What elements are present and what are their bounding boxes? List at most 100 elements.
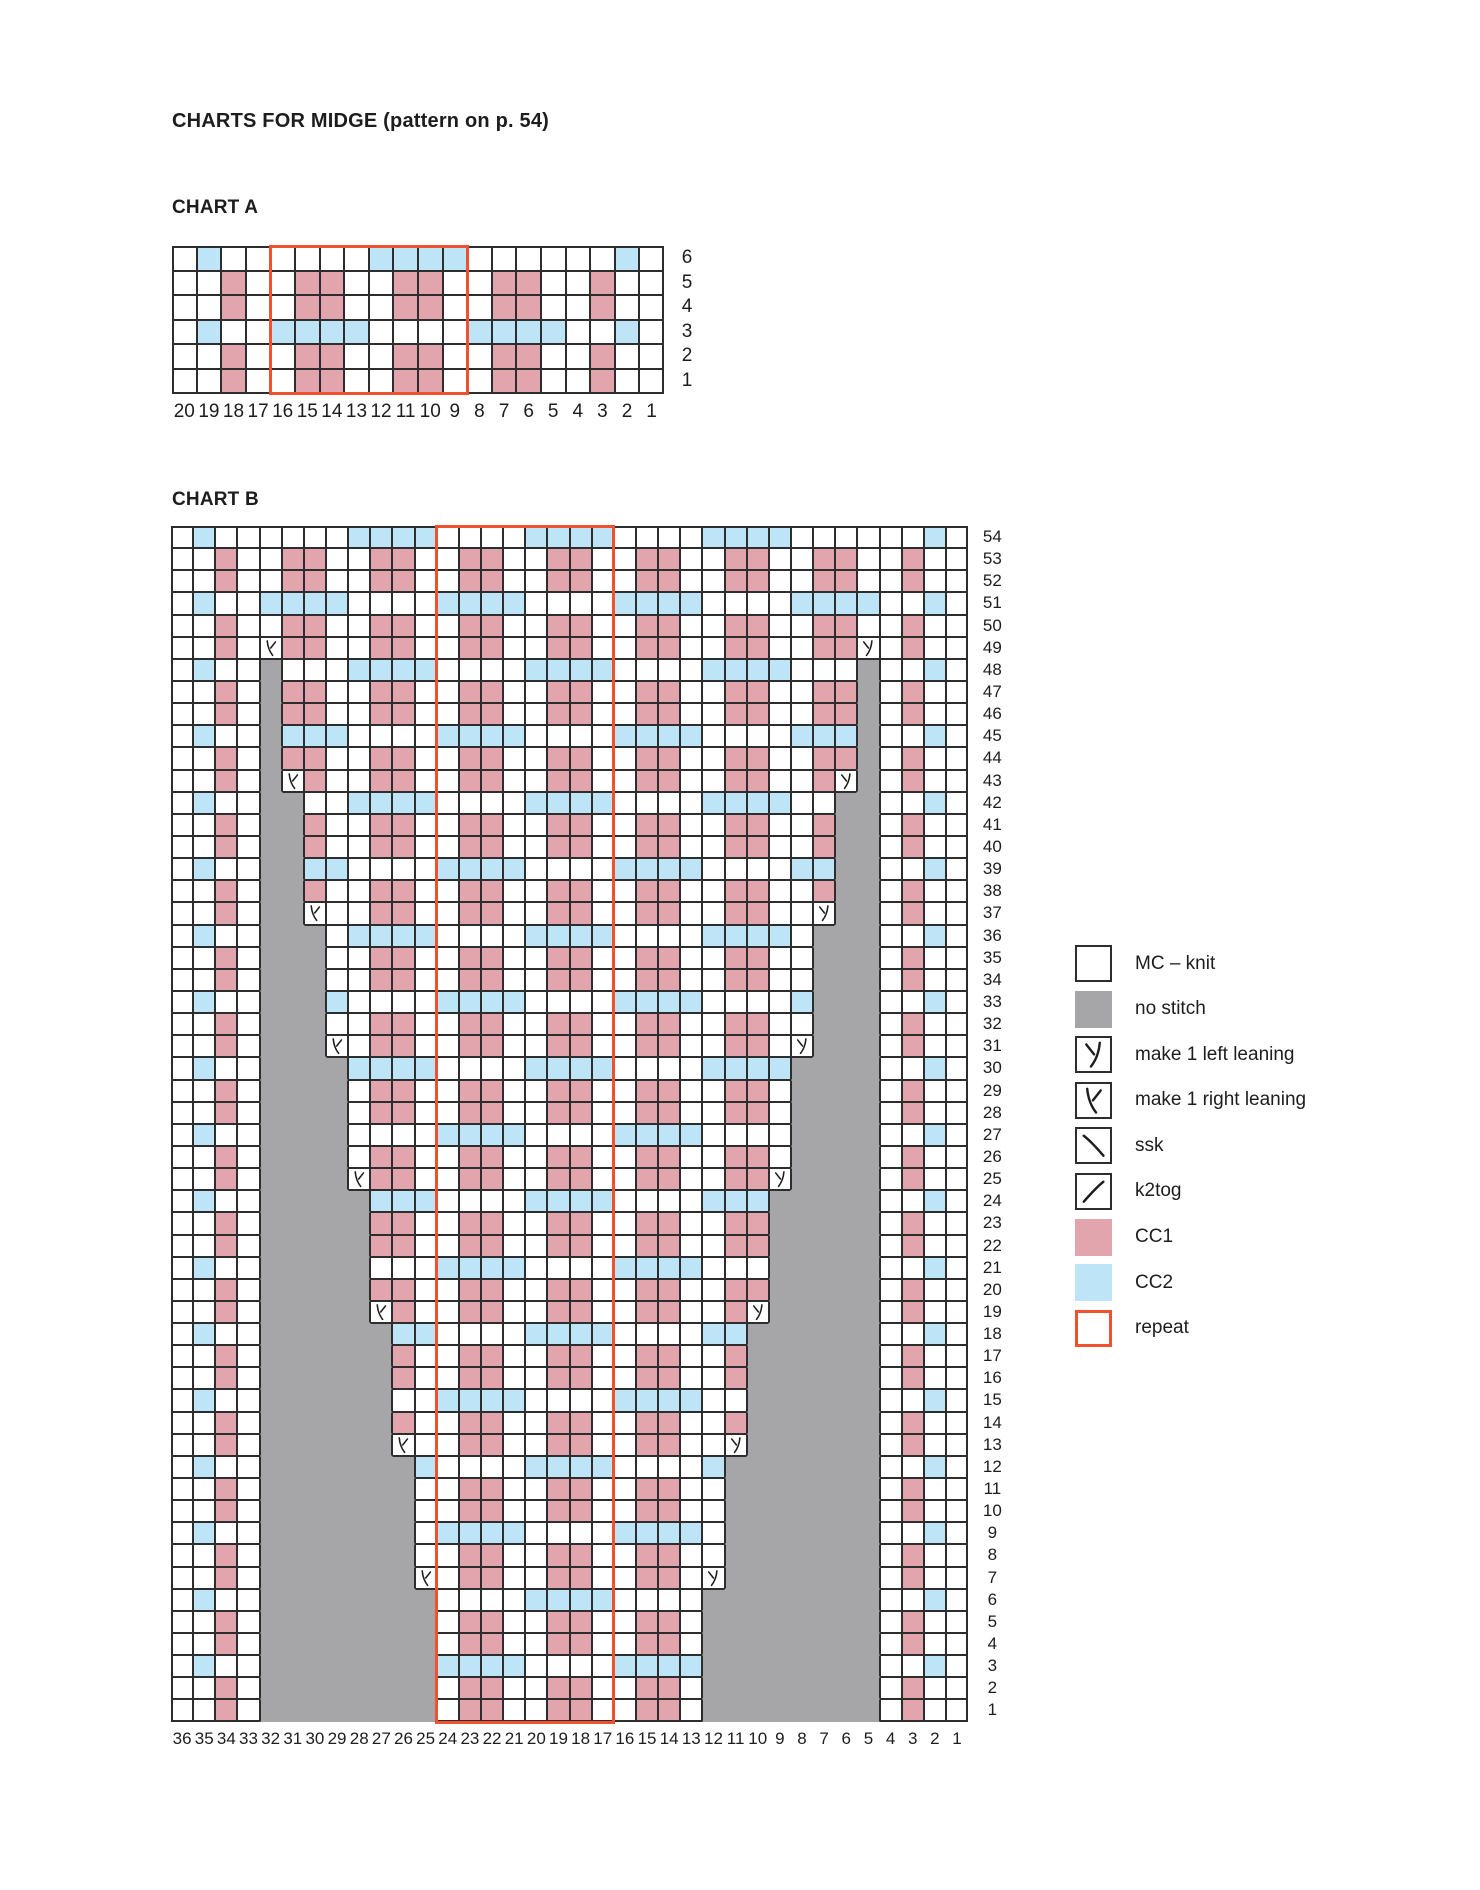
mc-cell (768, 769, 791, 792)
no-stitch-cell (857, 1699, 880, 1722)
mc-cell (467, 344, 492, 369)
cc2-cell (193, 526, 216, 549)
cc1-cell (547, 614, 570, 637)
mc-cell (414, 769, 437, 792)
no-stitch-cell (370, 1478, 393, 1501)
mc-cell (702, 813, 725, 836)
cc1-cell (547, 1699, 570, 1722)
no-stitch-cell (303, 1013, 326, 1036)
mc-cell (193, 1677, 216, 1700)
no-stitch-cell (259, 658, 282, 681)
mc-cell (613, 1500, 636, 1523)
mc-cell (658, 1455, 681, 1479)
mc-cell (237, 1300, 260, 1324)
no-stitch-cell (857, 1588, 880, 1611)
no-stitch-cell (790, 1588, 814, 1611)
chart-a-column-numbers: 20 19 18 17 16 15 14 13 12 11 10 9 8 7 6 5 4 3 2 1 (172, 401, 664, 423)
cc2-cell (613, 1123, 636, 1146)
no-stitch-cell (325, 1234, 349, 1257)
column-number: 5 (863, 1729, 874, 1749)
no-stitch-cell (835, 791, 858, 814)
column-number: 14 (321, 400, 343, 422)
mc-cell (813, 791, 836, 814)
mc-cell (923, 1035, 946, 1058)
cc1-cell (303, 747, 326, 770)
mc-cell (702, 1168, 725, 1191)
no-stitch-cell (348, 1478, 371, 1501)
m1r-swatch (1075, 1081, 1112, 1119)
no-stitch-cell (259, 946, 282, 969)
no-stitch-cell (857, 1345, 880, 1368)
column-number: 15 (296, 400, 318, 422)
mc-cell (613, 1079, 636, 1102)
mc-cell (680, 1013, 703, 1036)
cc1-cell (392, 835, 415, 859)
cc1-cell (724, 703, 747, 726)
mc-cell (658, 1190, 681, 1213)
mc-cell (879, 1522, 902, 1545)
mc-cell (525, 1278, 548, 1301)
mc-cell (746, 1123, 769, 1146)
mc-cell (171, 1079, 194, 1102)
no-stitch-cell (348, 1522, 371, 1545)
column-number: 12 (370, 400, 392, 422)
cc1-cell (635, 1544, 659, 1567)
no-stitch-cell (857, 1057, 880, 1080)
m1l-icon (863, 639, 874, 656)
cc1-cell (724, 946, 747, 969)
mc-cell (879, 680, 902, 704)
mc-cell (945, 1677, 969, 1700)
cc2-cell (348, 526, 371, 549)
mc-cell (525, 1013, 548, 1036)
m1r-icon (376, 1304, 387, 1321)
cc1-cell (658, 1500, 681, 1523)
column-number: 18 (222, 400, 245, 422)
mc-cell (215, 1323, 238, 1346)
cc1-cell (901, 1544, 924, 1567)
no-stitch-cell (835, 1212, 858, 1235)
cc2-cell (658, 725, 681, 748)
mc-cell (879, 880, 902, 903)
cc1-cell (746, 1145, 769, 1169)
row-number: 42 (982, 792, 1002, 812)
no-stitch-cell (392, 1633, 415, 1656)
mc-cell (171, 703, 194, 726)
column-number: 23 (460, 1729, 480, 1749)
legend-label: ssk (1135, 1134, 1164, 1156)
cc2-cell (480, 858, 504, 881)
cc1-cell (724, 1300, 747, 1324)
cc1-cell (458, 570, 481, 593)
mc-cell (680, 1057, 703, 1080)
mc-cell (879, 1212, 902, 1235)
no-stitch-cell (281, 1655, 304, 1678)
cc1-cell (480, 1433, 504, 1456)
mc-cell (923, 968, 946, 991)
mc-cell (702, 1345, 725, 1368)
no-stitch-cell (790, 1123, 814, 1146)
column-number: 25 (416, 1729, 436, 1749)
cc1-cell (658, 1212, 681, 1235)
mc-cell (569, 990, 592, 1014)
cc1-cell (658, 902, 681, 925)
cc1-cell (658, 1300, 681, 1324)
mc-cell (281, 658, 304, 681)
mc-cell (901, 1190, 924, 1213)
mc-cell (393, 319, 418, 345)
cc1-cell (635, 769, 659, 792)
m1l-icon (1085, 1041, 1101, 1068)
cc2-cell (414, 1057, 437, 1080)
no-stitch-cell (746, 1455, 769, 1479)
cc2-cell (392, 1057, 415, 1080)
no-stitch-cell (281, 880, 304, 903)
no-stitch-cell (259, 1389, 282, 1412)
cc1-cell (835, 703, 858, 726)
mc-cell (569, 592, 592, 615)
m1l-cell (768, 1168, 791, 1191)
mc-cell (270, 344, 295, 369)
mc-cell (237, 1212, 260, 1235)
mc-cell (680, 526, 703, 549)
mc-cell (639, 368, 664, 394)
no-stitch-cell (325, 1345, 349, 1368)
cc1-cell (458, 1699, 481, 1722)
